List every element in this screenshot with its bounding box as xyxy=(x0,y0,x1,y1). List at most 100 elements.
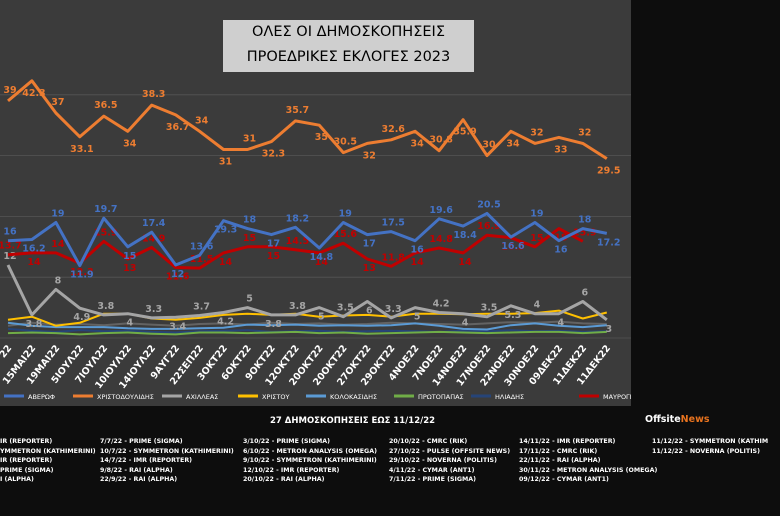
legend-label-averof: ΑΒΕΡΩΦ xyxy=(28,393,55,401)
data-label-achilleas: 3.8 xyxy=(265,319,282,330)
data-label-achilleas: 3.4 xyxy=(169,321,186,332)
series-line-iliadis xyxy=(7,327,607,334)
data-label-averof: 17 xyxy=(267,239,280,250)
data-label-averof: 16 xyxy=(554,245,568,256)
series-line-protopapas xyxy=(7,330,607,336)
data-label-christodoulides: 37 xyxy=(51,97,64,108)
data-label-christodoulides: 36.7 xyxy=(166,122,189,133)
series-line-mavrogiannis xyxy=(7,227,584,270)
data-label-achilleas: 3.8 xyxy=(289,301,306,312)
sources-column: 14/11/22 - IMR (REPORTER) 17/11/22 - CMRC… xyxy=(519,437,657,485)
data-label-achilleas: 6 xyxy=(366,306,373,317)
data-label-mavrogiannis: 11.6 xyxy=(166,271,190,282)
data-label-averof: 19.6 xyxy=(429,205,453,216)
brand-logo-main: Offsite xyxy=(645,414,681,425)
data-label-christodoulides: 35.9 xyxy=(453,127,476,138)
source-entry: PRIME (SIGMA) xyxy=(0,466,54,474)
data-label-averof: 19.3 xyxy=(214,225,237,236)
series-line-christofidis xyxy=(7,320,607,327)
data-label-christodoulides: 35 xyxy=(315,132,328,143)
legend-label-protopapas: ΠΡΩΤΟΠΑΠΑΣ xyxy=(418,393,464,401)
data-label-mavrogiannis: 16.5 xyxy=(501,242,524,253)
data-label-achilleas: 4 xyxy=(462,318,469,329)
data-label-mavrogiannis: 14 xyxy=(411,257,425,268)
sources-column: IR (REPORTER) YMMETRON (KATHIMERINI) IR (R… xyxy=(0,437,96,485)
data-label-christodoulides: 32 xyxy=(578,127,591,138)
source-entry: 11/12/22 - NOVERNA (POLITIS) xyxy=(652,447,760,455)
legend-label-christodoulides: ΧΡΙΣΤΟΔΟΥΛΙΔΗΣ xyxy=(97,393,154,401)
data-label-mavrogiannis: 15 xyxy=(267,251,280,262)
data-label-mavrogiannis: 15.9 xyxy=(573,227,596,238)
data-label-mavrogiannis: 14.5 xyxy=(286,236,309,247)
data-label-achilleas: 3.3 xyxy=(145,304,162,315)
data-label-christodoulides: 32 xyxy=(530,127,543,138)
source-entry: 20/10/22 - CMRC (RIK) xyxy=(389,438,468,445)
data-label-averof: 16.2 xyxy=(22,244,45,255)
data-label-achilleas: 3.5 xyxy=(481,303,498,314)
data-label-averof: 18.4 xyxy=(453,230,477,241)
chart-title-line1: ΟΛΕΣ ΟΙ ΔΗΜΟΣΚΟΠΗΣΕΙΣ xyxy=(252,24,445,40)
data-label-averof: 17.2 xyxy=(597,237,620,248)
source-entry: 9/10/22 - SYMMETRON (KATHIMERINI) xyxy=(243,457,377,465)
data-label-achilleas: 3 xyxy=(605,324,612,335)
legend-label-kolokasidis: ΚΟΛΟΚΑΣΙΔΗΣ xyxy=(330,393,377,401)
data-label-achilleas: 3.3 xyxy=(385,304,402,315)
data-label-achilleas: 5 xyxy=(414,312,421,323)
source-entry: I (ALPHA) xyxy=(0,476,34,484)
source-entry: 14/7/22 - IMR (REPORTER) xyxy=(100,457,193,465)
data-label-achilleas: 8 xyxy=(55,275,62,286)
source-entry: 14/11/22 - IMR (REPORTER) xyxy=(519,438,616,445)
source-entry: IR (REPORTER) xyxy=(0,457,53,465)
data-label-christodoulides: 30 xyxy=(482,140,496,151)
data-label-mavrogiannis: 11.5 xyxy=(190,254,213,265)
data-label-christodoulides: 33.1 xyxy=(70,144,93,155)
data-label-averof: 16 xyxy=(3,227,17,238)
data-label-achilleas: 3.8 xyxy=(26,319,43,330)
source-entry: 10/7/22 - SYMMETRON (KATHIMERINI) xyxy=(100,447,234,455)
source-entry: 3/10/22 - PRIME (SIGMA) xyxy=(243,438,331,445)
source-entry: 7/11/22 - PRIME (SIGMA) xyxy=(389,476,477,484)
data-label-mavrogiannis: 16.9 xyxy=(477,221,500,232)
line-chart: 12 3.8 8 4.9 3.8 4 3.3 3.4 3.7 4.2 5 3.8 3.8 5 3.5 6 3.3… xyxy=(0,79,720,401)
data-label-christodoulides: 31 xyxy=(219,157,232,168)
data-label-averof: 19 xyxy=(530,208,543,219)
data-label-achilleas: 3.7 xyxy=(193,302,210,313)
source-entry: YMMETRON (KATHIMERINI) xyxy=(0,447,96,455)
data-label-mavrogiannis: 11.8 xyxy=(381,252,405,263)
data-label-mavrogiannis: 14 xyxy=(458,257,472,268)
data-label-averof: 17.4 xyxy=(142,218,166,229)
data-label-mavrogiannis: 15 xyxy=(243,233,256,244)
data-label-achilleas: 12 xyxy=(3,251,16,262)
source-entry: 7/7/22 - PRIME (SIGMA) xyxy=(100,438,183,445)
sources-column: 20/10/22 - CMRC (RIK) 27/10/22 - PULSE (O… xyxy=(389,437,510,485)
data-label-averof: 16.6 xyxy=(501,241,525,252)
source-entry: 12/10/22 - IMR (REPORTER) xyxy=(243,466,340,474)
data-label-christodoulides: 38.3 xyxy=(142,89,165,100)
source-entry: 4/11/22 - CYMAR (ANT1) xyxy=(389,466,475,474)
data-label-mavrogiannis: 14 xyxy=(315,257,329,268)
data-label-averof: 18 xyxy=(243,215,257,226)
right-dark-panel xyxy=(631,0,780,406)
data-label-christodoulides: 34 xyxy=(123,138,137,149)
sources-column: 3/10/22 - PRIME (SIGMA) 6/10/22 - METRON … xyxy=(243,437,377,485)
data-label-christodoulides: 33 xyxy=(554,144,567,155)
data-label-mavrogiannis: 13 xyxy=(363,263,376,274)
data-label-achilleas: 5.3 xyxy=(505,310,522,321)
legend-label-mavrogiannis: ΜΑΥΡΟΓΙΑΝΝΗΣ xyxy=(603,393,655,401)
data-label-achilleas: 3.8 xyxy=(97,301,114,312)
data-label-mavrogiannis: 13.7 xyxy=(0,241,22,252)
data-label-averof: 18.2 xyxy=(286,213,309,224)
sources-panel: 27 ΔΗΜΟΣΚΟΠΗΣΕΙΣ ΕΩΣ 11/12/22 OffsiteNew… xyxy=(0,406,780,516)
brand-logo: OffsiteNews xyxy=(645,414,710,425)
source-entry: 6/10/22 - METRON ANALYSIS (OMEGA) xyxy=(243,447,377,455)
data-label-mavrogiannis: 14 xyxy=(51,239,65,250)
data-label-christodoulides: 34 xyxy=(411,138,425,149)
data-label-averof: 19 xyxy=(339,208,352,219)
chart-title: ΟΛΕΣ ΟΙ ΔΗΜΟΣΚΟΠΗΣΕΙΣ ΠΡΟΕΔΡΙΚΕΣ ΕΚΛΟΓΕΣ… xyxy=(223,20,474,72)
legend-label-iliadis: ΗΛΙΑΔΗΣ xyxy=(495,393,524,401)
sources-column: 11/12/22 - SYMMETRON (KATHIM 11/12/22 - N… xyxy=(652,437,768,456)
sources-column: 7/7/22 - PRIME (SIGMA) 10/7/22 - SYMMETRO… xyxy=(100,437,234,485)
data-label-christodoulides: 32.3 xyxy=(262,149,285,160)
source-entry: 20/10/22 - RAI (ALPHA) xyxy=(243,476,325,484)
source-entry: 09/12/22 - CYMAR (ANT1) xyxy=(519,476,609,484)
